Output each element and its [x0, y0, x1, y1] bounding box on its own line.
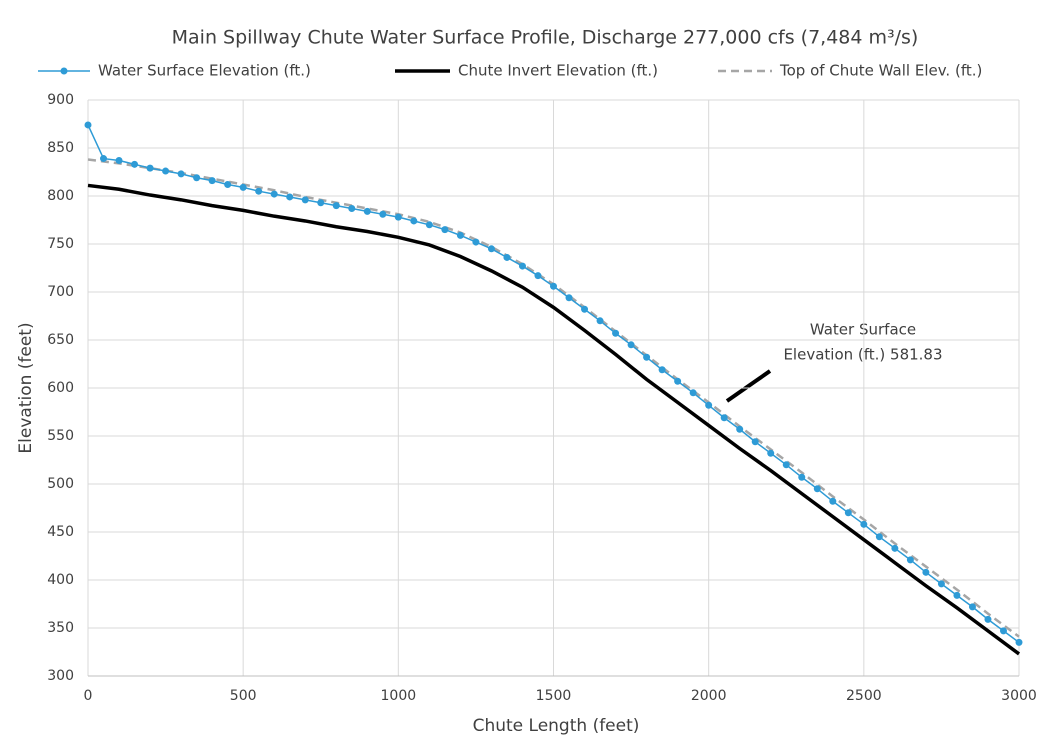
- data-point: [115, 156, 123, 164]
- data-point: [472, 238, 480, 246]
- data-point: [596, 317, 604, 325]
- data-point: [518, 262, 526, 270]
- data-point: [363, 207, 371, 215]
- data-point: [301, 196, 309, 204]
- data-point: [984, 615, 992, 623]
- data-point: [720, 414, 728, 422]
- y-tick-label: 550: [47, 428, 74, 444]
- y-tick-label: 400: [47, 572, 74, 588]
- y-tick-label: 750: [47, 236, 74, 252]
- x-tick-label: 2000: [691, 688, 727, 704]
- x-tick-label: 1500: [536, 688, 572, 704]
- data-point: [550, 282, 557, 290]
- data-point: [736, 425, 744, 433]
- data-point: [162, 167, 170, 175]
- data-point: [658, 366, 666, 374]
- y-tick-label: 700: [47, 284, 74, 300]
- x-axis-label: Chute Length (feet): [473, 716, 640, 736]
- data-point: [84, 121, 92, 129]
- legend-marker: [60, 67, 68, 75]
- legend-label: Chute Invert Elevation (ft.): [458, 62, 658, 80]
- data-point: [937, 580, 945, 588]
- x-tick-label: 3000: [1001, 688, 1037, 704]
- y-tick-label: 350: [47, 620, 74, 636]
- data-point: [844, 509, 852, 517]
- data-point: [410, 217, 418, 225]
- data-point: [689, 389, 697, 397]
- data-point: [968, 603, 976, 611]
- y-tick-label: 300: [47, 668, 74, 684]
- data-point: [379, 210, 387, 218]
- y-tick-label: 800: [47, 188, 74, 204]
- x-tick-label: 2500: [846, 688, 882, 704]
- data-point: [534, 272, 542, 280]
- data-point: [425, 221, 433, 229]
- data-point: [612, 329, 620, 337]
- data-point: [332, 202, 340, 210]
- annotation: Water Surface: [810, 321, 916, 339]
- data-point: [146, 164, 154, 172]
- data-point: [239, 183, 247, 191]
- data-point: [627, 341, 635, 349]
- data-point: [317, 199, 325, 207]
- data-point: [1015, 638, 1023, 646]
- data-point: [503, 253, 511, 261]
- data-point: [394, 213, 402, 221]
- series-line: [87, 183, 1021, 656]
- data-point: [565, 294, 573, 302]
- data-point: [798, 473, 806, 481]
- data-point: [767, 449, 775, 457]
- data-point: [581, 305, 589, 313]
- data-point: [348, 204, 356, 212]
- data-point: [829, 497, 837, 505]
- data-point: [751, 438, 759, 446]
- data-point: [270, 190, 278, 198]
- data-point: [193, 174, 201, 182]
- data-point: [131, 160, 139, 168]
- data-point: [906, 556, 914, 564]
- annotation-arrow: [725, 369, 772, 403]
- annotation: Elevation (ft.) 581.83: [783, 346, 942, 364]
- data-point: [999, 627, 1007, 635]
- data-point: [813, 485, 821, 493]
- data-point: [875, 533, 883, 541]
- x-tick-label: 500: [230, 688, 257, 704]
- y-tick-label: 900: [47, 92, 74, 108]
- y-tick-label: 450: [47, 524, 74, 540]
- data-point: [224, 180, 232, 188]
- data-point: [891, 544, 899, 552]
- y-tick-label: 650: [47, 332, 74, 348]
- data-point: [860, 520, 868, 528]
- y-tick-label: 600: [47, 380, 74, 396]
- data-point: [922, 568, 930, 576]
- data-point: [177, 170, 185, 178]
- data-point: [441, 226, 449, 234]
- data-point: [674, 377, 682, 385]
- legend-label: Top of Chute Wall Elev. (ft.): [779, 62, 982, 80]
- data-point: [643, 353, 651, 361]
- chart-title: Main Spillway Chute Water Surface Profil…: [172, 27, 919, 49]
- data-point: [456, 231, 464, 239]
- data-point: [705, 401, 713, 409]
- y-axis-label: Elevation (feet): [16, 322, 36, 453]
- data-point: [255, 187, 263, 195]
- x-tick-label: 0: [84, 688, 93, 704]
- data-point: [782, 461, 790, 469]
- x-tick-label: 1000: [381, 688, 417, 704]
- y-tick-label: 850: [47, 140, 74, 156]
- data-point: [100, 155, 108, 163]
- data-point: [208, 177, 216, 185]
- y-tick-label: 500: [47, 476, 74, 492]
- data-point: [953, 591, 961, 599]
- data-point: [487, 245, 495, 253]
- legend-label: Water Surface Elevation (ft.): [98, 62, 311, 80]
- data-point: [286, 193, 294, 201]
